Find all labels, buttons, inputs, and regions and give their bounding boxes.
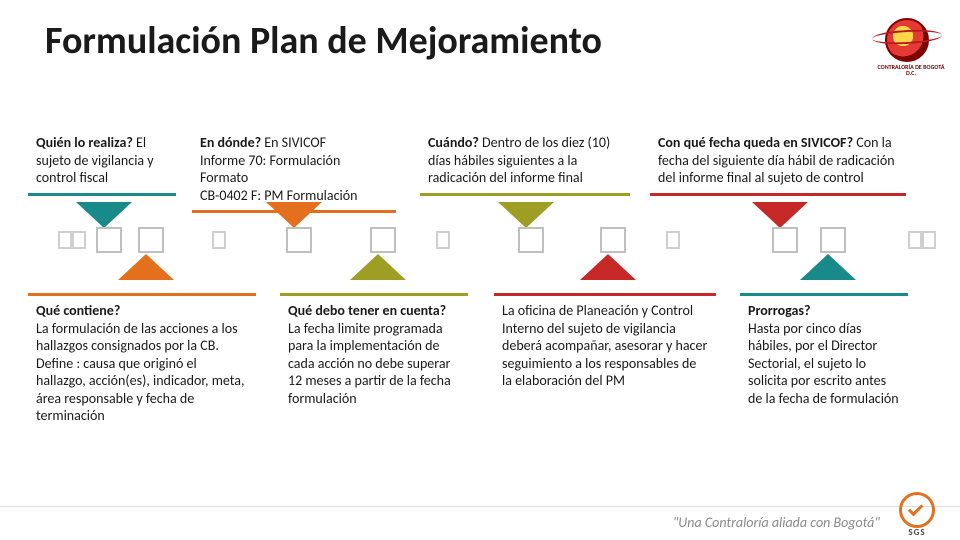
timeline-tick <box>58 231 72 249</box>
sgs-badge-icon: SGS <box>894 492 940 536</box>
answer: La oficina de Planeación y Control Inter… <box>502 302 707 389</box>
answer: La fecha limite programada para la imple… <box>288 320 451 407</box>
question: Con qué fecha queda en SIVICOF? <box>658 134 856 151</box>
bottom-box-1: Qué debo tener en cuenta?La fecha limite… <box>280 296 468 413</box>
arrow-up-icon <box>800 254 856 280</box>
footer-slogan: "Una Contraloría aliada con Bogotá" <box>673 514 880 531</box>
answer: Hasta por cinco días hábiles, por el Dir… <box>748 320 899 407</box>
timeline-marker <box>518 227 544 253</box>
timeline-marker <box>600 227 626 253</box>
arrow-down-icon <box>266 202 322 228</box>
timeline-tick <box>72 231 86 249</box>
question: Qué debo tener en cuenta? <box>288 302 446 319</box>
arrow-up-icon <box>350 254 406 280</box>
timeline-marker <box>138 227 164 253</box>
top-box-2: Cuándo? Dentro de los diez (10) días háb… <box>420 128 630 193</box>
timeline-tick <box>212 231 226 249</box>
question: Prorrogas? <box>748 302 810 319</box>
arrow-down-icon <box>752 202 808 228</box>
answer: La formulación de las acciones a los hal… <box>36 320 245 425</box>
timeline-marker <box>772 227 798 253</box>
question: Cuándo? <box>428 134 482 151</box>
timeline-marker <box>370 227 396 253</box>
question: En dónde? <box>200 134 264 151</box>
timeline-marker <box>286 227 312 253</box>
top-box-0: Quién lo realiza? El sujeto de vigilanci… <box>28 128 176 193</box>
top-box-3: Con qué fecha queda en SIVICOF? Con la f… <box>650 128 906 193</box>
page-title: Formulación Plan de Mejoramiento <box>45 18 602 64</box>
footer: "Una Contraloría aliada con Bogotá" SGS <box>0 506 960 540</box>
timeline-tick <box>666 231 680 249</box>
contraloria-logo: CONTRALORÍA DE BOGOTÁ D.C. <box>876 16 938 78</box>
timeline-marker <box>820 227 846 253</box>
arrow-down-icon <box>498 202 554 228</box>
logo-label: CONTRALORÍA DE BOGOTÁ D.C. <box>876 64 946 76</box>
timeline-tick <box>436 231 450 249</box>
bottom-box-0: Qué contiene?La formulación de las accio… <box>28 296 256 431</box>
arrow-up-icon <box>118 254 174 280</box>
answer: Informe 70: Formulación FormatoCB-0402 F… <box>200 152 357 204</box>
top-box-1: En dónde? En SIVICOFInforme 70: Formulac… <box>192 128 396 210</box>
bottom-box-3: Prorrogas?Hasta por cinco días hábiles, … <box>740 296 908 413</box>
timeline-tick <box>908 231 922 249</box>
timeline-marker <box>96 227 122 253</box>
timeline <box>28 226 932 254</box>
timeline-tick <box>922 231 936 249</box>
arrow-down-icon <box>76 202 132 228</box>
question: Quién lo realiza? <box>36 134 136 151</box>
arrow-up-icon <box>580 254 636 280</box>
bottom-box-2: La oficina de Planeación y Control Inter… <box>494 296 716 396</box>
question: Qué contiene? <box>36 302 120 319</box>
